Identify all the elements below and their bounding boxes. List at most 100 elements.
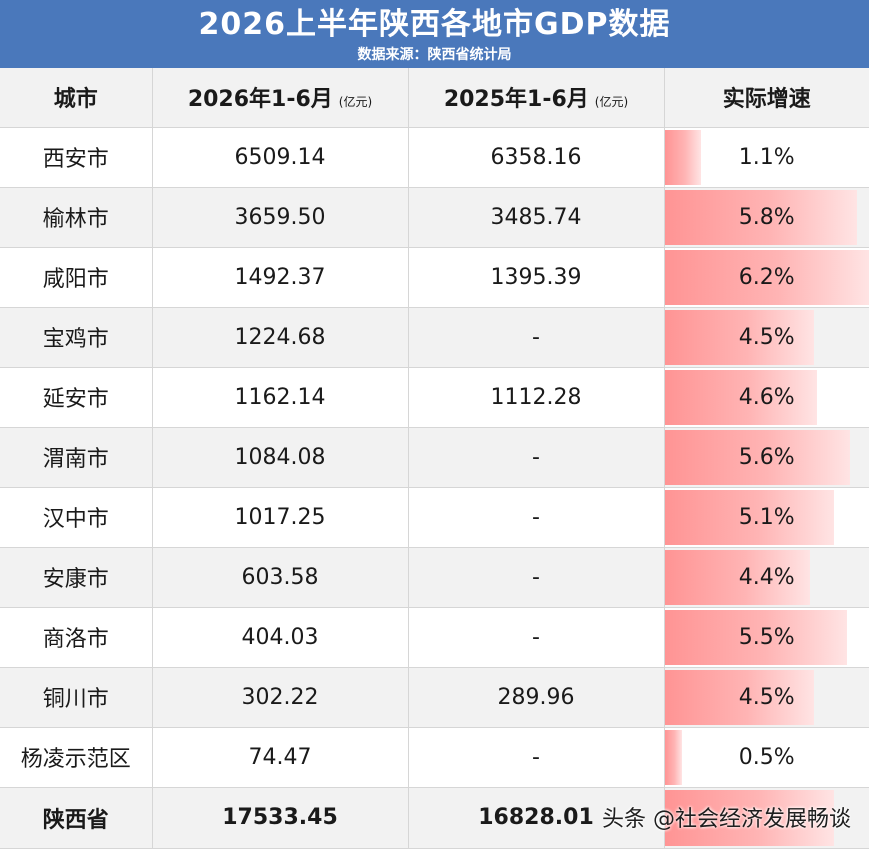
header-gdp-2026-label: 2026年1-6月 xyxy=(187,87,333,113)
growth-value: 6.2% xyxy=(738,264,795,290)
table-row: 杨凌示范区 74.47- 0.5% xyxy=(0,727,869,788)
gdp-2025-cell: 1395.39 xyxy=(408,247,665,308)
growth-cell: 5.5% xyxy=(664,607,869,668)
growth-cell xyxy=(664,787,869,849)
table-body: 西安市 6509.14 6358.16 1.1% 榆林市 3659.50 3485.74 5.… xyxy=(0,127,869,849)
city-cell: 西安市 xyxy=(0,127,153,188)
gdp-2026-cell: 302.22 xyxy=(152,667,409,728)
gdp-2025-cell: - xyxy=(408,427,665,488)
growth-value: 0.5% xyxy=(738,744,795,770)
growth-bar xyxy=(664,729,682,785)
city-cell: 榆林市 xyxy=(0,187,153,248)
gdp-2025-cell: 6358.16 xyxy=(408,127,665,188)
gdp-2026-cell: 1492.37 xyxy=(152,247,409,308)
header-gdp-2025-unit: (亿元) xyxy=(594,95,629,110)
header-growth: 实际增速 xyxy=(664,68,869,128)
city-cell: 铜川市 xyxy=(0,667,153,728)
growth-bar xyxy=(664,129,701,185)
gdp-2025-cell: 3485.74 xyxy=(408,187,665,248)
data-source: 数据来源：陕西省统计局 xyxy=(357,47,512,63)
city-cell: 宝鸡市 xyxy=(0,307,153,368)
growth-bar xyxy=(664,369,817,425)
gdp-2026-cell: 17533.45 xyxy=(152,787,409,849)
growth-value: 5.6% xyxy=(738,444,795,470)
city-cell: 咸阳市 xyxy=(0,247,153,308)
growth-bar xyxy=(664,669,814,725)
city-cell: 陕西省 xyxy=(0,787,153,849)
gdp-2025-cell: 1112.28 xyxy=(408,367,665,428)
growth-bar xyxy=(664,429,850,485)
growth-value: 5.1% xyxy=(738,504,795,530)
city-cell: 杨凌示范区 xyxy=(0,727,153,788)
growth-bar xyxy=(664,489,834,545)
gdp-2025-cell: - xyxy=(408,727,665,788)
watermark: 头条 @社会经济发展畅谈 xyxy=(602,807,851,832)
growth-value: 4.5% xyxy=(738,324,795,350)
table-row: 西安市 6509.14 6358.16 1.1% xyxy=(0,127,869,188)
header-gdp-2026: 2026年1-6月 (亿元) xyxy=(152,68,409,128)
growth-value: 1.1% xyxy=(738,144,795,170)
gdp-2026-cell: 74.47 xyxy=(152,727,409,788)
table-row: 铜川市 302.22 289.96 4.5% xyxy=(0,667,869,728)
growth-bar xyxy=(664,789,834,846)
growth-cell: 0.5% xyxy=(664,727,869,788)
table-row: 延安市 1162.14 1112.28 4.6% xyxy=(0,367,869,428)
gdp-2026-cell: 3659.50 xyxy=(152,187,409,248)
table-row: 汉中市 1017.25- 5.1% xyxy=(0,487,869,548)
header-gdp-2026-unit: (亿元) xyxy=(338,95,373,110)
gdp-2025-cell: - xyxy=(408,487,665,548)
gdp-2026-cell: 1017.25 xyxy=(152,487,409,548)
header-city: 城市 xyxy=(0,68,153,128)
growth-cell: 4.5% xyxy=(664,667,869,728)
gdp-2026-cell: 6509.14 xyxy=(152,127,409,188)
table-row: 渭南市 1084.08- 5.6% xyxy=(0,427,869,488)
table-row: 咸阳市 1492.37 1395.39 6.2% xyxy=(0,247,869,308)
growth-cell: 5.1% xyxy=(664,487,869,548)
table-row: 安康市 603.58- 4.4% xyxy=(0,547,869,608)
gdp-table: 城市 2026年1-6月 (亿元) 2025年1-6月 (亿元) 实际增速 西安市 6… xyxy=(0,68,869,849)
table-row: 商洛市 404.03- 5.5% xyxy=(0,607,869,668)
city-cell: 延安市 xyxy=(0,367,153,428)
growth-value: 4.5% xyxy=(738,684,795,710)
table-row: 宝鸡市 1224.68- 4.5% xyxy=(0,307,869,368)
growth-cell: 5.8% xyxy=(664,187,869,248)
growth-cell: 6.2% xyxy=(664,247,869,308)
city-cell: 安康市 xyxy=(0,547,153,608)
gdp-2025-cell: - xyxy=(408,547,665,608)
gdp-2025-cell: - xyxy=(408,607,665,668)
growth-value: 4.6% xyxy=(738,384,795,410)
gdp-2026-cell: 404.03 xyxy=(152,607,409,668)
growth-bar xyxy=(664,549,810,605)
growth-bar xyxy=(664,189,857,245)
gdp-2026-cell: 603.58 xyxy=(152,547,409,608)
growth-cell: 1.1% xyxy=(664,127,869,188)
table-row: 榆林市 3659.50 3485.74 5.8% xyxy=(0,187,869,248)
growth-value: 5.8% xyxy=(738,204,795,230)
header-growth-label: 实际增速 xyxy=(722,87,811,113)
growth-value: 4.4% xyxy=(738,564,795,590)
growth-value: 5.5% xyxy=(738,624,795,650)
growth-cell: 5.6% xyxy=(664,427,869,488)
city-cell: 商洛市 xyxy=(0,607,153,668)
title-banner: 2026上半年陕西各地市GDP数据 数据来源：陕西省统计局 xyxy=(0,0,869,68)
header-gdp-2025-label: 2025年1-6月 xyxy=(443,87,589,113)
header-city-label: 城市 xyxy=(53,87,98,113)
city-cell: 渭南市 xyxy=(0,427,153,488)
gdp-2025-cell: 16828.01 xyxy=(408,787,665,849)
growth-bar xyxy=(664,249,869,305)
city-cell: 汉中市 xyxy=(0,487,153,548)
growth-bar xyxy=(664,309,814,365)
table-header-row: 城市 2026年1-6月 (亿元) 2025年1-6月 (亿元) 实际增速 xyxy=(0,68,869,128)
header-gdp-2025: 2025年1-6月 (亿元) xyxy=(408,68,665,128)
gdp-2026-cell: 1224.68 xyxy=(152,307,409,368)
gdp-2026-cell: 1162.14 xyxy=(152,367,409,428)
growth-cell: 4.4% xyxy=(664,547,869,608)
growth-cell: 4.5% xyxy=(664,307,869,368)
page-title: 2026上半年陕西各地市GDP数据 xyxy=(198,7,671,42)
gdp-2026-cell: 1084.08 xyxy=(152,427,409,488)
growth-bar xyxy=(664,609,847,665)
gdp-2025-cell: 289.96 xyxy=(408,667,665,728)
growth-cell: 4.6% xyxy=(664,367,869,428)
gdp-2025-cell: - xyxy=(408,307,665,368)
total-row: 陕西省 17533.45 16828.01 xyxy=(0,787,869,849)
